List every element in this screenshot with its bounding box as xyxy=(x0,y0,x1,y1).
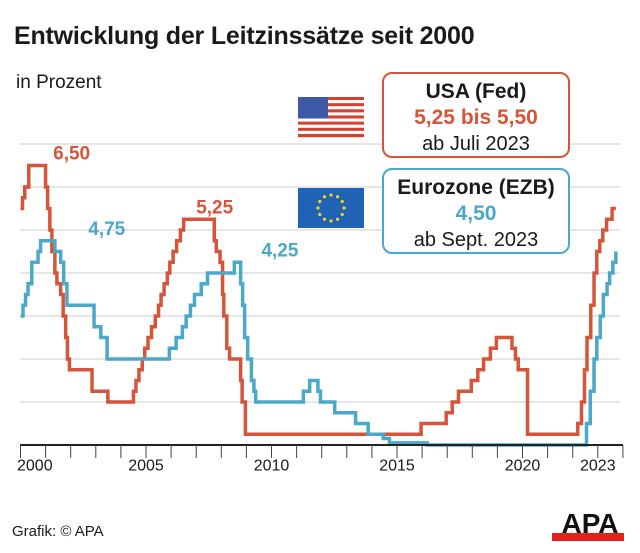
flag-stripe xyxy=(298,124,364,128)
flag-stripe xyxy=(298,109,364,113)
eu-flag-icon xyxy=(298,188,364,228)
flag-canton xyxy=(298,97,328,119)
flag-stripe xyxy=(298,133,364,138)
flag-stripe xyxy=(298,121,364,125)
legend-ezb-date: ab Sept. 2023 xyxy=(413,229,539,251)
flag-star xyxy=(322,195,327,199)
series-line-fed xyxy=(20,163,616,436)
legend-usa: USA (Fed) 5,25 bis 5,50 ab Juli 2023 xyxy=(382,72,570,158)
legend-ezb: Eurozone (EZB) 4,50 ab Sept. 2023 xyxy=(382,168,570,254)
flag-stripe xyxy=(298,118,364,122)
flag-stripe xyxy=(298,103,364,107)
x-tick-label: 2000 xyxy=(17,457,53,474)
x-tick-label: 2015 xyxy=(379,457,415,474)
flag-star xyxy=(318,212,322,217)
data-label-ezb: 4,75 xyxy=(88,219,125,240)
flag-stripe xyxy=(298,127,364,132)
footer-credit: Grafik: © APA xyxy=(12,523,104,540)
legend-usa-title: USA (Fed) xyxy=(425,80,527,103)
flag-stripe xyxy=(298,130,364,135)
x-tick-label: 2023 xyxy=(580,457,616,474)
legend-ezb-title: Eurozone (EZB) xyxy=(397,176,555,199)
flag-stripe xyxy=(298,112,364,116)
flag-stripe xyxy=(298,106,364,110)
legend-usa-date: ab Juli 2023 xyxy=(422,133,530,155)
flag-star xyxy=(329,219,333,223)
flag-star xyxy=(318,199,322,204)
flag-star xyxy=(329,193,333,197)
flag-star xyxy=(340,212,344,217)
flag-star xyxy=(342,206,346,210)
us-flag-icon xyxy=(298,97,364,138)
data-label-fed: 5,25 xyxy=(196,197,233,218)
flag-star xyxy=(322,217,327,221)
x-tick-label: 2010 xyxy=(254,457,290,474)
flag-stripe xyxy=(298,115,364,119)
chart-subtitle: in Prozent xyxy=(16,72,102,93)
x-tick-label: 2020 xyxy=(505,457,541,474)
flag-stripe xyxy=(298,100,364,104)
x-tick-label: 2005 xyxy=(128,457,164,474)
flag-star xyxy=(335,217,340,221)
legend-usa-value: 5,25 bis 5,50 xyxy=(414,106,538,129)
legend-ezb-value: 4,50 xyxy=(455,202,497,225)
data-label-ezb: 4,25 xyxy=(261,240,298,261)
series-line-ezb xyxy=(20,239,618,447)
chart-title: Entwicklung der Leitzinssätze seit 2000 xyxy=(14,22,475,50)
flag-star xyxy=(316,206,320,210)
flag-star xyxy=(335,195,340,199)
flag-stripe xyxy=(298,97,364,101)
flag-star xyxy=(340,199,344,204)
data-label-fed: 6,50 xyxy=(53,144,90,165)
apa-logo: APA xyxy=(552,510,624,541)
